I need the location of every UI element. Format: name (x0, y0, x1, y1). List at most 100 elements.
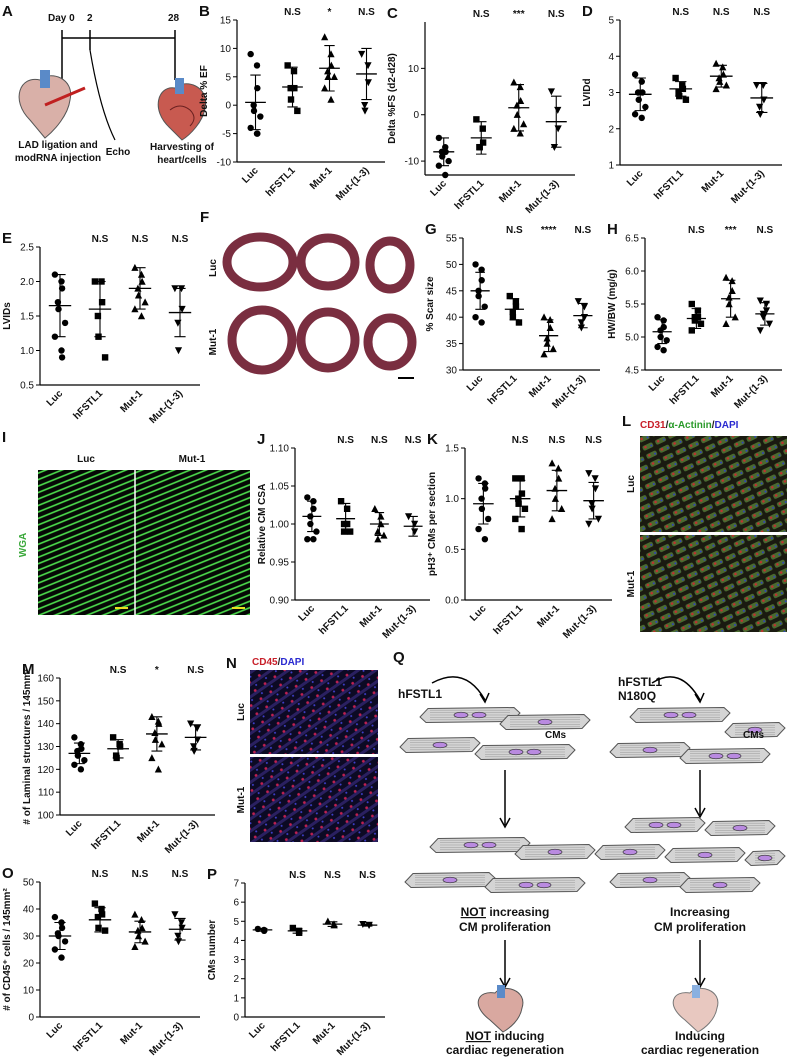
x-tick-label: Mut-(1-3) (147, 388, 185, 426)
point (109, 734, 117, 741)
y-tick-label: 0 (413, 110, 419, 121)
y-tick-label: 5.5 (625, 300, 639, 311)
point (638, 78, 645, 85)
error-bar (340, 502, 351, 535)
point (660, 347, 667, 354)
point (321, 84, 329, 92)
y-tick-label: 6 (233, 898, 239, 909)
outcome-part: NOT (461, 905, 487, 919)
nucleus (537, 718, 553, 726)
outcome: CM proliferation (654, 920, 746, 934)
outcome-part: NOT (466, 1029, 492, 1043)
point (722, 320, 730, 327)
y-axis-label: HW/BW (mg/g) (607, 269, 618, 338)
micrograph (38, 470, 250, 615)
dot-plot: P 0 1 2 3 4 5 6 7 CMs number Luc hFSTL1 N.S Mut-1 N.S M… (207, 866, 385, 1058)
nucleus (432, 741, 448, 749)
significance: N.S (506, 225, 523, 236)
cell (474, 743, 576, 761)
nucleus (747, 726, 763, 734)
point (374, 527, 382, 535)
point (346, 528, 354, 535)
point (361, 102, 369, 109)
y-tick-label: 55 (446, 234, 458, 245)
y-tick-label: 10 (23, 986, 35, 997)
point (137, 916, 146, 923)
point (512, 303, 520, 310)
nucleus (663, 711, 679, 719)
x-tick-label: Luc (45, 1020, 66, 1041)
significance: N.S (324, 870, 341, 881)
error-bar (551, 95, 562, 148)
x-tick-label: Mut-1 (527, 373, 554, 400)
point (516, 129, 524, 137)
point (509, 314, 517, 321)
x-tick-label: Mut-1 (118, 1020, 145, 1047)
x-tick-label: Luc (247, 1020, 268, 1041)
point (253, 62, 261, 69)
x-tick-label: hFSTL1 (317, 603, 351, 637)
panel-letter: D (582, 3, 593, 20)
error-bar (691, 308, 702, 329)
point (725, 300, 733, 308)
error-bar (361, 47, 372, 101)
error-bar (408, 515, 418, 537)
dot-plot: E 0.5 1.0 1.5 2.0 2.5 LVIDs Luc hFSTL1 N.S Mut-1 N.… (2, 230, 200, 426)
significance: N.S (337, 435, 354, 446)
nucleus (453, 711, 469, 719)
x-tick-label: Mut-1 (308, 165, 335, 192)
point (290, 67, 298, 75)
point (411, 528, 419, 536)
y-tick-label: -10 (405, 157, 420, 168)
x-tick-label: hFSTL1 (486, 373, 520, 407)
error-bar (514, 479, 526, 518)
point (364, 79, 372, 87)
error-bar (54, 921, 66, 951)
panel-letter: O (2, 865, 14, 882)
panel-letter: C (387, 5, 398, 22)
point (631, 71, 639, 78)
error-bar (292, 928, 303, 934)
error-bar (134, 267, 146, 310)
significance: N.S (575, 225, 592, 236)
significance: N.S (753, 7, 770, 18)
y-tick-label: 4 (608, 52, 614, 63)
y-axis-label: pH3⁺ CMs per section (427, 472, 438, 576)
point (756, 297, 764, 305)
point (548, 459, 556, 467)
y-tick-label: 30 (446, 366, 458, 377)
point (131, 943, 139, 950)
nucleus (757, 854, 773, 862)
nucleus (536, 881, 552, 889)
significance: *** (513, 9, 525, 20)
point (682, 96, 690, 103)
point (654, 343, 661, 351)
point (660, 317, 667, 324)
x-tick-label: Luc (64, 818, 85, 839)
x-tick-label: hFSTL1 (269, 1020, 303, 1054)
point (364, 62, 372, 70)
point (81, 757, 88, 764)
point (688, 327, 695, 334)
x-tick-label: Mut-(1-3) (561, 603, 599, 641)
error-bar (478, 482, 489, 525)
point (554, 464, 562, 472)
y-tick-label: 7 (233, 879, 239, 890)
point (518, 525, 525, 533)
error-bar (362, 923, 373, 927)
outcome: NOT inducing (466, 1029, 545, 1043)
point (518, 490, 526, 497)
x-tick-label: hFSTL1 (71, 388, 105, 422)
dot-plot: O 0 10 20 30 40 50 # of CD45⁺ cells / 145mm² Luc… (2, 865, 200, 1058)
point (340, 528, 348, 535)
point (304, 536, 311, 543)
point (688, 300, 695, 308)
cardiomyocytes (399, 706, 786, 894)
stain-label: CD45/DAPI (252, 657, 304, 668)
significance: N.S (757, 225, 774, 236)
error-bar (715, 64, 727, 88)
point (287, 96, 295, 103)
point (58, 954, 65, 961)
x-tick-label: Mut-(1-3) (729, 168, 767, 206)
